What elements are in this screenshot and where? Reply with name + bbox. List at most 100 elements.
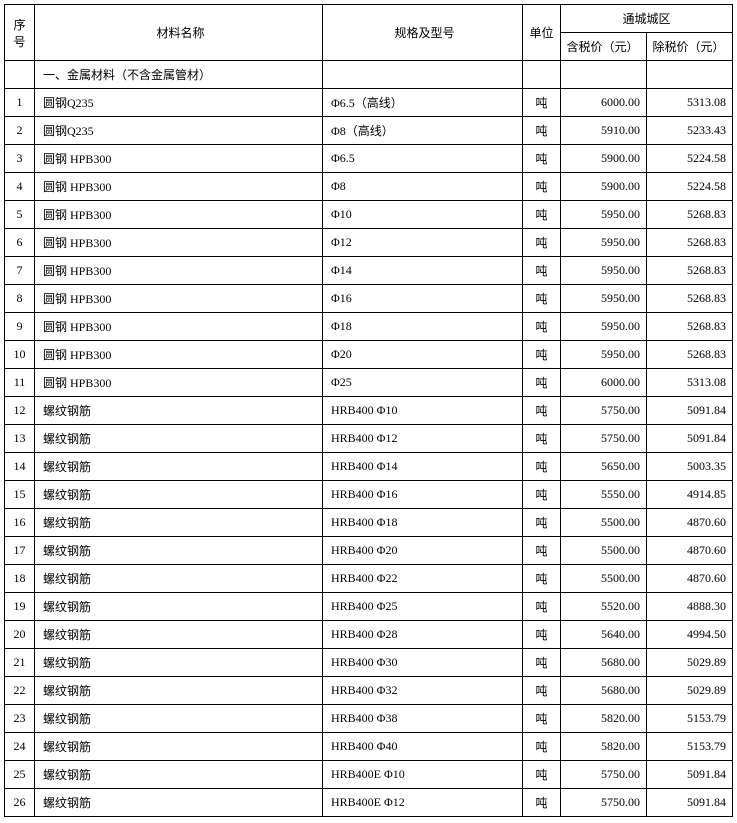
cell-name: 螺纹钢筋 (35, 453, 323, 481)
cell-price-incl: 5680.00 (561, 677, 647, 705)
cell-unit: 吨 (523, 229, 561, 257)
table-row: 11圆钢 HPB300Φ25吨6000.005313.08 (5, 369, 733, 397)
cell-price-excl: 4888.30 (647, 593, 733, 621)
cell-spec: Φ10 (323, 201, 523, 229)
cell-seq: 4 (5, 173, 35, 201)
cell-seq: 26 (5, 789, 35, 817)
cell-seq: 22 (5, 677, 35, 705)
cell-price-excl: 4870.60 (647, 537, 733, 565)
cell-price-excl: 5313.08 (647, 89, 733, 117)
cell-price-excl: 5268.83 (647, 201, 733, 229)
cell-price-incl: 5550.00 (561, 481, 647, 509)
cell-name: 螺纹钢筋 (35, 565, 323, 593)
cell-unit: 吨 (523, 173, 561, 201)
cell-price-incl: 5750.00 (561, 397, 647, 425)
table-row: 25螺纹钢筋HRB400E Φ10吨5750.005091.84 (5, 761, 733, 789)
cell-empty (647, 61, 733, 89)
cell-unit: 吨 (523, 677, 561, 705)
cell-unit: 吨 (523, 761, 561, 789)
cell-seq: 15 (5, 481, 35, 509)
cell-seq: 16 (5, 509, 35, 537)
cell-name: 螺纹钢筋 (35, 481, 323, 509)
cell-price-excl: 4870.60 (647, 565, 733, 593)
cell-unit: 吨 (523, 565, 561, 593)
cell-name: 螺纹钢筋 (35, 397, 323, 425)
cell-seq: 3 (5, 145, 35, 173)
cell-price-incl: 5950.00 (561, 201, 647, 229)
cell-spec: HRB400 Φ20 (323, 537, 523, 565)
cell-seq: 5 (5, 201, 35, 229)
cell-seq: 12 (5, 397, 35, 425)
cell-name: 螺纹钢筋 (35, 621, 323, 649)
cell-price-excl: 4914.85 (647, 481, 733, 509)
cell-unit: 吨 (523, 733, 561, 761)
header-seq: 序号 (5, 5, 35, 61)
cell-price-incl: 5500.00 (561, 565, 647, 593)
cell-unit: 吨 (523, 117, 561, 145)
cell-price-incl: 5950.00 (561, 341, 647, 369)
table-row: 5圆钢 HPB300Φ10吨5950.005268.83 (5, 201, 733, 229)
table-header: 序号 材料名称 规格及型号 单位 通城城区 含税价（元） 除税价（元） (5, 5, 733, 61)
cell-price-excl: 5268.83 (647, 341, 733, 369)
cell-price-incl: 5640.00 (561, 621, 647, 649)
cell-name: 圆钢 HPB300 (35, 201, 323, 229)
cell-unit: 吨 (523, 593, 561, 621)
cell-spec: HRB400 Φ18 (323, 509, 523, 537)
cell-seq: 25 (5, 761, 35, 789)
table-row: 15螺纹钢筋HRB400 Φ16吨5550.004914.85 (5, 481, 733, 509)
cell-seq: 2 (5, 117, 35, 145)
header-region: 通城城区 (561, 5, 733, 33)
section-title: 一、金属材料（不含金属管材） (35, 61, 323, 89)
cell-price-incl: 5950.00 (561, 313, 647, 341)
cell-price-incl: 5750.00 (561, 789, 647, 817)
cell-name: 螺纹钢筋 (35, 649, 323, 677)
cell-name: 螺纹钢筋 (35, 677, 323, 705)
cell-seq: 6 (5, 229, 35, 257)
cell-spec: HRB400 Φ12 (323, 425, 523, 453)
cell-price-excl: 5153.79 (647, 705, 733, 733)
table-row: 19螺纹钢筋HRB400 Φ25吨5520.004888.30 (5, 593, 733, 621)
cell-price-incl: 5820.00 (561, 733, 647, 761)
cell-price-excl: 5224.58 (647, 145, 733, 173)
cell-unit: 吨 (523, 285, 561, 313)
table-row: 23螺纹钢筋HRB400 Φ38吨5820.005153.79 (5, 705, 733, 733)
table-row: 7圆钢 HPB300Φ14吨5950.005268.83 (5, 257, 733, 285)
header-price-incl: 含税价（元） (561, 33, 647, 61)
cell-price-excl: 5091.84 (647, 425, 733, 453)
cell-seq: 23 (5, 705, 35, 733)
table-row: 20螺纹钢筋HRB400 Φ28吨5640.004994.50 (5, 621, 733, 649)
cell-price-incl: 5900.00 (561, 173, 647, 201)
cell-seq: 14 (5, 453, 35, 481)
cell-price-excl: 5268.83 (647, 257, 733, 285)
cell-unit: 吨 (523, 369, 561, 397)
cell-seq: 20 (5, 621, 35, 649)
cell-name: 圆钢 HPB300 (35, 313, 323, 341)
cell-unit: 吨 (523, 705, 561, 733)
cell-spec: Φ8 (323, 173, 523, 201)
cell-empty (523, 61, 561, 89)
cell-spec: Φ6.5 (323, 145, 523, 173)
cell-seq: 10 (5, 341, 35, 369)
cell-name: 圆钢Q235 (35, 89, 323, 117)
cell-seq: 13 (5, 425, 35, 453)
materials-price-table: 序号 材料名称 规格及型号 单位 通城城区 含税价（元） 除税价（元） 一、金属… (4, 4, 733, 817)
cell-price-excl: 5153.79 (647, 733, 733, 761)
cell-unit: 吨 (523, 509, 561, 537)
cell-seq: 18 (5, 565, 35, 593)
cell-price-excl: 5313.08 (647, 369, 733, 397)
section-title-row: 一、金属材料（不含金属管材） (5, 61, 733, 89)
cell-name: 圆钢 HPB300 (35, 173, 323, 201)
cell-unit: 吨 (523, 425, 561, 453)
table-row: 13螺纹钢筋HRB400 Φ12吨5750.005091.84 (5, 425, 733, 453)
table-row: 26螺纹钢筋HRB400E Φ12吨5750.005091.84 (5, 789, 733, 817)
cell-price-incl: 5910.00 (561, 117, 647, 145)
cell-spec: Φ25 (323, 369, 523, 397)
cell-spec: HRB400 Φ22 (323, 565, 523, 593)
cell-spec: HRB400E Φ12 (323, 789, 523, 817)
table-row: 22螺纹钢筋HRB400 Φ32吨5680.005029.89 (5, 677, 733, 705)
cell-unit: 吨 (523, 313, 561, 341)
cell-price-incl: 5500.00 (561, 537, 647, 565)
table-row: 9圆钢 HPB300Φ18吨5950.005268.83 (5, 313, 733, 341)
table-row: 1圆钢Q235Φ6.5（高线）吨6000.005313.08 (5, 89, 733, 117)
cell-empty (323, 61, 523, 89)
